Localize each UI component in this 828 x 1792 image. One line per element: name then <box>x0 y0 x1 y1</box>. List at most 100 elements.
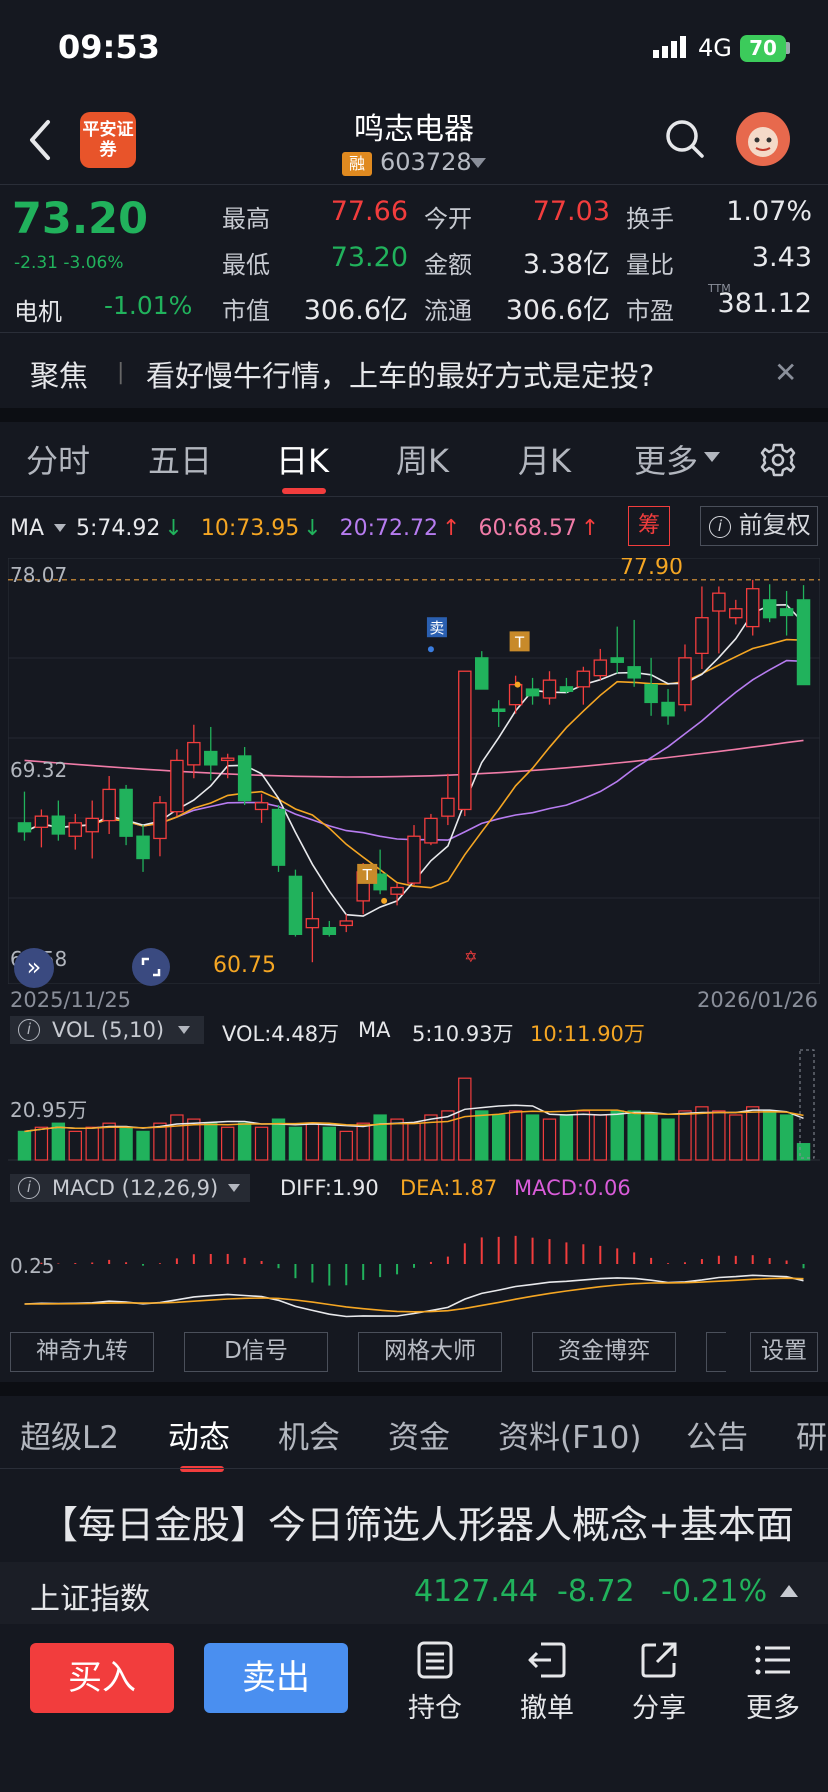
volume-bar <box>254 1126 269 1161</box>
vol-indicator-label[interactable]: VOL (5,10) <box>52 1018 165 1042</box>
candle <box>525 688 540 697</box>
tab-more[interactable]: 更多 <box>634 442 699 480</box>
chevron-up-icon[interactable] <box>780 1585 798 1597</box>
buy-button[interactable]: 买入 <box>30 1643 174 1713</box>
focus-label: 聚焦 <box>30 359 89 393</box>
diff-line <box>24 1274 804 1318</box>
focus-bar[interactable] <box>0 334 828 406</box>
t-marker-label: T <box>362 866 373 884</box>
subtab-announcement[interactable]: 公告 <box>686 1420 748 1456</box>
undo-icon <box>528 1642 566 1678</box>
candle <box>119 788 133 837</box>
candle <box>237 755 252 802</box>
subtab-funds[interactable]: 资金 <box>388 1420 450 1456</box>
macd-chart[interactable] <box>8 1206 820 1324</box>
avatar[interactable] <box>736 112 790 166</box>
index-bar[interactable] <box>0 1562 828 1624</box>
tab-five-day[interactable]: 五日 <box>148 442 213 480</box>
tool-magic-nine[interactable]: 神奇九转 <box>10 1332 154 1372</box>
volume-bar <box>644 1114 658 1161</box>
close-icon[interactable]: ✕ <box>774 356 798 389</box>
vol-ma5: 5:10.93万 <box>412 1022 514 1046</box>
sector-name[interactable]: 电机 <box>14 298 62 326</box>
index-percent: -0.21% <box>661 1574 768 1609</box>
info-icon[interactable]: i <box>18 1177 40 1199</box>
quote-label: 今开 <box>424 205 472 233</box>
volume-bar <box>288 1126 303 1161</box>
ma-value: 5:74.92 <box>76 516 161 541</box>
quote-sup: TTM <box>708 282 731 295</box>
positions-label: 持仓 <box>408 1693 462 1724</box>
fullscreen-icon[interactable] <box>132 948 170 986</box>
ma-trend-arrow: ↓ <box>303 516 322 541</box>
positions-button[interactable]: 持仓 <box>390 1640 480 1725</box>
subtab-news[interactable]: 动态 <box>168 1420 230 1456</box>
candle <box>305 918 320 929</box>
vol-indicator-selector[interactable] <box>10 1016 204 1044</box>
candle <box>712 592 726 612</box>
chevron-down-icon[interactable] <box>54 524 66 532</box>
chevron-down-icon[interactable] <box>470 158 486 168</box>
info-icon[interactable]: i <box>18 1019 40 1041</box>
sell-button[interactable]: 卖出 <box>204 1643 348 1713</box>
gear-icon[interactable] <box>760 442 796 478</box>
ma-label[interactable]: MA <box>10 516 45 541</box>
tool-overflow[interactable] <box>706 1332 726 1372</box>
vol-axis-label: 20.95万 <box>10 1098 88 1122</box>
date-start: 2025/11/25 <box>10 988 132 1012</box>
subtab-f10[interactable]: 资料(F10) <box>498 1420 642 1456</box>
volume-bar <box>322 1126 337 1161</box>
info-icon: i <box>709 516 731 538</box>
chevron-down-icon[interactable] <box>178 1026 190 1034</box>
candle <box>34 815 49 828</box>
volume-bar <box>746 1106 760 1161</box>
sector-change[interactable]: -1.01% <box>104 291 193 320</box>
tool-d-signal[interactable]: D信号 <box>184 1332 328 1372</box>
tab-intraday[interactable]: 分时 <box>26 442 91 480</box>
stock-code[interactable]: 603728 <box>380 148 472 176</box>
volume-bar <box>136 1130 150 1161</box>
back-icon[interactable] <box>26 118 56 162</box>
chevron-down-icon[interactable] <box>228 1184 240 1192</box>
tab-weekly-k[interactable]: 周K <box>396 442 449 480</box>
share-button[interactable]: 分享 <box>614 1640 704 1725</box>
candle <box>610 657 624 663</box>
quote-value: 77.66 <box>330 196 408 227</box>
candle <box>678 657 692 706</box>
tab-daily-k[interactable]: 日K <box>276 442 329 480</box>
quote-value: 306.6亿 <box>505 295 610 326</box>
macd-indicator-selector[interactable] <box>10 1174 250 1202</box>
fullscreen-glyph <box>141 957 161 977</box>
chevron-down-icon[interactable] <box>704 452 720 462</box>
candle <box>762 599 777 619</box>
tool-settings[interactable]: 设置 <box>750 1332 818 1372</box>
ma-value: 20:72.72 <box>339 516 439 541</box>
tab-monthly-k[interactable]: 月K <box>518 442 571 480</box>
cancel-order-button[interactable]: 撤单 <box>502 1640 592 1725</box>
subtab-research[interactable]: 研 <box>796 1420 827 1456</box>
subtab-level2[interactable]: 超级L2 <box>20 1420 119 1456</box>
tool-fund-game[interactable]: 资金博弈 <box>532 1332 676 1372</box>
candle <box>644 683 658 704</box>
high-marker-label: 77.90 <box>620 558 683 580</box>
volume-bar <box>119 1126 133 1161</box>
t-dot <box>514 681 521 688</box>
macd-indicator-label[interactable]: MACD (12,26,9) <box>52 1176 219 1200</box>
candle <box>441 797 455 817</box>
search-icon[interactable] <box>664 118 706 160</box>
tool-grid-master[interactable]: 网格大师 <box>358 1332 502 1372</box>
candle <box>204 750 218 766</box>
news-headline[interactable]: 【每日金股】今日筛选人形器人概念+基本面 <box>40 1503 794 1547</box>
low-marker-label: 60.75 <box>213 953 276 978</box>
price-adjust-button[interactable]: i 前复权 <box>700 506 818 546</box>
subtab-opportunity[interactable]: 机会 <box>278 1420 340 1456</box>
focus-headline[interactable]: 看好慢牛行情，上车的最好方式是定投? <box>146 359 655 393</box>
volume-chart[interactable] <box>8 1048 820 1164</box>
chip-distribution-button[interactable]: 筹 <box>628 506 670 546</box>
quote-value: 3.43 <box>751 242 812 273</box>
candle <box>593 659 608 677</box>
candle <box>661 701 675 717</box>
expand-icon[interactable]: » <box>14 948 54 988</box>
more-button[interactable]: 更多 <box>728 1640 818 1725</box>
